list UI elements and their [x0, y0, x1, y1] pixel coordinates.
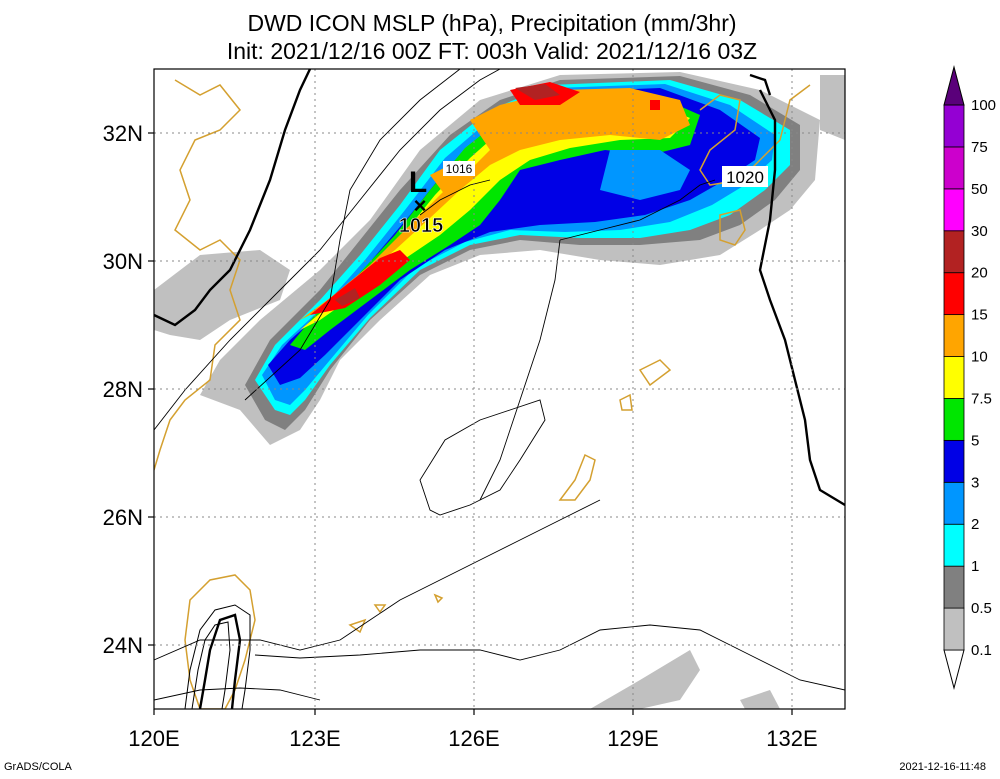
- footer-timestamp: 2021-12-16-11:48: [899, 761, 986, 773]
- graticule: [154, 69, 845, 709]
- x-tick-label: 123E: [289, 726, 340, 751]
- colorbar-level-label: 15: [971, 307, 988, 324]
- footer-credit: GrADS/COLA: [4, 761, 72, 773]
- colorbar-level-label: 10: [971, 349, 988, 366]
- colorbar-level-label: 3: [971, 474, 979, 491]
- colorbar-level-label: 0.5: [971, 600, 992, 617]
- colorbar-level-label: 7.5: [971, 390, 992, 407]
- colorbar-swatch: [943, 230, 965, 274]
- colorbar-level-label: 2: [971, 516, 979, 533]
- colorbar: 0.1 0.5 1 2 3 5 7.5 10 15 20 30 50 75 100: [943, 65, 996, 690]
- x-tick-label: 129E: [607, 726, 658, 751]
- low-pressure-symbol: L: [409, 166, 427, 199]
- colorbar-swatch: [943, 314, 965, 357]
- x-tick-labels: 120E 123E 126E 129E 132E: [128, 726, 817, 751]
- pressure-annotations: L × 1015 1016 1020: [398, 161, 768, 237]
- low-center-marker: ×: [414, 193, 427, 218]
- axis-ticks: [148, 132, 793, 715]
- isobar-label-box: [443, 161, 475, 176]
- colorbar-level-label: 1: [971, 558, 979, 575]
- colorbar-low-triangle: [943, 649, 965, 690]
- colorbar-swatch: [943, 523, 965, 567]
- colorbar-level-label: 75: [971, 139, 988, 156]
- colorbar-swatch: [943, 146, 965, 190]
- colorbar-swatch: [943, 398, 965, 441]
- colorbar-level-label: 20: [971, 265, 988, 282]
- colorbar-level-label: 30: [971, 223, 988, 240]
- colorbar-swatch: [943, 607, 965, 651]
- colorbar-swatch: [943, 481, 965, 525]
- colorbar-high-triangle: [943, 65, 965, 106]
- precip-brown: [335, 84, 560, 306]
- colorbar-swatch: [943, 188, 965, 232]
- y-tick-label: 24N: [103, 633, 143, 658]
- x-tick-label: 132E: [766, 726, 817, 751]
- colorbar-swatch: [943, 356, 965, 399]
- y-tick-label: 26N: [103, 505, 143, 530]
- y-tick-label: 28N: [103, 377, 143, 402]
- chart-subtitle: Init: 2021/12/16 00Z FT: 003h Valid: 202…: [226, 38, 758, 64]
- colorbar-swatch: [943, 439, 965, 483]
- isobars-thin: [154, 69, 845, 701]
- colorbar-swatch: [943, 272, 965, 316]
- chart-title: DWD ICON MSLP (hPa), Precipitation (mm/3…: [247, 10, 737, 36]
- low-pressure-value: 1015: [399, 215, 444, 237]
- isobar-label-box: [722, 166, 768, 187]
- colorbar-level-label: 5: [971, 432, 979, 449]
- map-plot-area: [154, 69, 845, 709]
- isobar-label-1020: 1020: [726, 168, 764, 187]
- y-tick-label: 30N: [103, 249, 143, 274]
- colorbar-level-label: 50: [971, 181, 988, 198]
- x-tick-label: 126E: [448, 726, 499, 751]
- colorbar-swatch: [943, 565, 965, 609]
- colorbar-swatch: [943, 104, 965, 148]
- y-tick-label: 32N: [103, 121, 143, 146]
- x-tick-label: 120E: [128, 726, 179, 751]
- y-tick-labels: 24N 26N 28N 30N 32N: [103, 121, 143, 658]
- isobars-thick: [154, 69, 845, 709]
- isobar-label-1016: 1016: [446, 162, 473, 176]
- colorbar-level-label: 0.1: [971, 642, 992, 659]
- colorbar-level-label: 100: [971, 97, 996, 114]
- isobars-inner-taiwan: [184, 604, 251, 709]
